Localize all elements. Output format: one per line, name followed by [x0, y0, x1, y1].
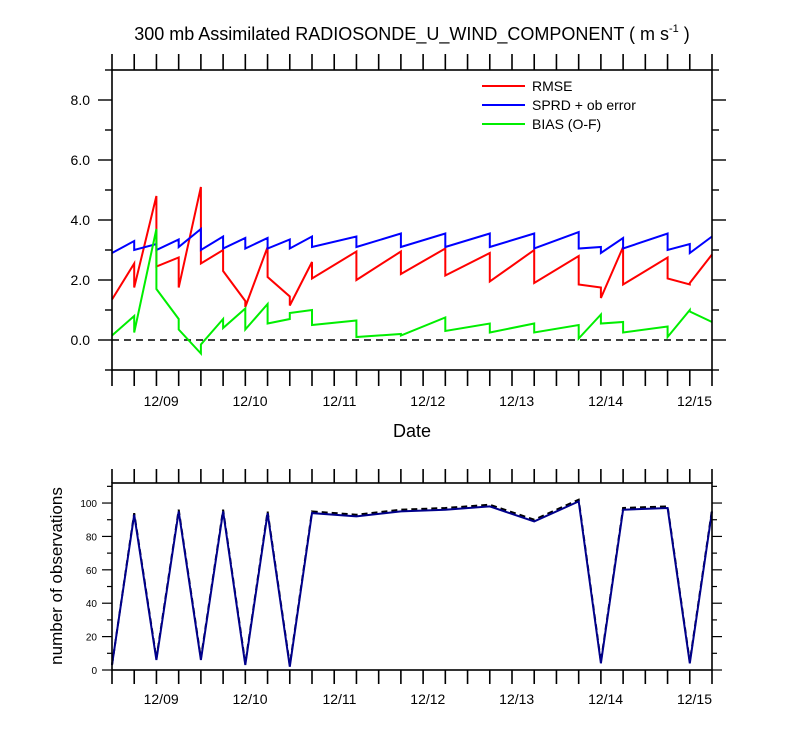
x-tick-label: 12/14	[588, 393, 623, 409]
legend-label: BIAS (O-F)	[532, 116, 601, 132]
top-panel: 12/09 12/10 12/11 12/12 12/13 12/14 12/15 0.0 2.…	[71, 54, 726, 441]
y-tick-label: 4.0	[71, 212, 91, 228]
x-tick-label: 12/12	[410, 691, 445, 707]
y-tick-label: 6.0	[71, 152, 91, 168]
series-line-sprd-ob-error	[111, 226, 713, 255]
bottom-plot-frame	[111, 482, 713, 671]
x-tick-label: 12/09	[144, 691, 179, 707]
y-tick-label: 0	[91, 666, 97, 677]
x-tick-label: 12/10	[233, 393, 268, 409]
y-tick-label: 2.0	[71, 272, 91, 288]
y-tick-label: 40	[86, 599, 98, 610]
x-tick-label: 12/11	[322, 691, 356, 707]
obs-count-line-dashed	[111, 498, 713, 666]
obs-count-line-solid	[111, 499, 713, 667]
x-tick-label: 12/12	[410, 393, 445, 409]
chart-title: 300 mb Assimilated RADIOSONDE_U_WIND_COM…	[134, 23, 690, 45]
y-tick-label: 20	[86, 633, 98, 644]
y-tick-label: 8.0	[71, 92, 91, 108]
y-tick-label: 60	[86, 566, 98, 577]
top-marks	[111, 186, 713, 357]
y-tick-label: 0.0	[71, 332, 91, 348]
legend-label: RMSE	[532, 78, 572, 94]
y-tick-label: 100	[80, 499, 97, 510]
y-axis-label-observations: number of observations	[47, 487, 66, 665]
legend: RMSE SPRD + ob error BIAS (O-F)	[482, 78, 636, 132]
x-axis-label: Date	[393, 421, 431, 441]
legend-label: SPRD + ob error	[532, 97, 636, 113]
x-tick-label: 12/14	[588, 691, 623, 707]
series-line-rmse	[111, 186, 713, 308]
x-tick-label: 12/10	[233, 691, 268, 707]
bottom-axes: 12/09 12/10 12/11 12/12 12/13 12/14 12/15 0 20 40…	[80, 469, 722, 707]
x-tick-label: 12/15	[677, 691, 712, 707]
bottom-marks	[111, 498, 713, 667]
top-axes: 12/09 12/10 12/11 12/12 12/13 12/14 12/15 0.0 2.…	[71, 54, 726, 409]
series-line-bias-o-f	[111, 228, 713, 357]
x-tick-label: 12/13	[499, 393, 534, 409]
x-tick-label: 12/15	[677, 393, 712, 409]
y-tick-label: 80	[86, 532, 98, 543]
bottom-panel: 12/09 12/10 12/11 12/12 12/13 12/14 12/15 0 20 40…	[47, 469, 722, 707]
x-tick-label: 12/13	[499, 691, 534, 707]
x-tick-label: 12/09	[144, 393, 179, 409]
x-tick-label: 12/11	[322, 393, 356, 409]
top-plot-frame	[111, 69, 713, 371]
